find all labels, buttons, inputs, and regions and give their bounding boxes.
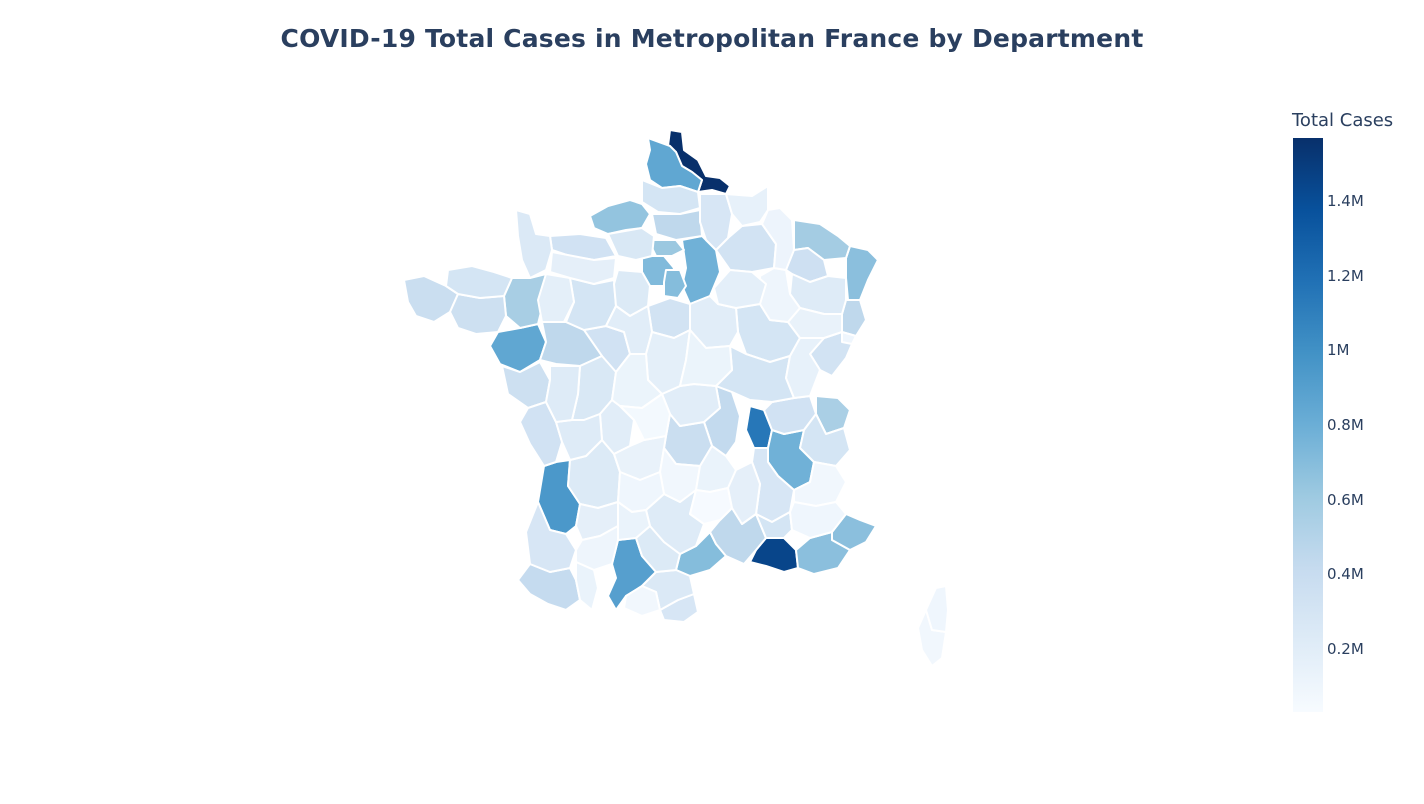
department-ari-ge[interactable]: Ariège: 80,000 [623,585,661,617]
department-haute-sa-ne[interactable]: Haute-Saône: 140,000 [787,307,843,339]
department-loz-re[interactable]: Lozère: 40,000 [689,487,733,525]
department-gers[interactable]: Gers: 100,000 [575,525,619,571]
department-charente[interactable]: Charente: 220,000 [555,413,603,461]
department-territoire-de-belfort[interactable]: Territoire de Belfort: 90,000 [841,331,857,345]
department-val-d-oise[interactable]: Val-d'Oise: 620,000 [647,239,685,257]
department-alpes-maritimes[interactable]: Alpes-Maritimes: 680,000 [831,513,877,551]
department-hautes-pyr-n-es[interactable]: Hautes-Pyrénées: 130,000 [575,561,599,611]
department-haute-corse[interactable]: Haute-Corse: 90,000 [925,585,949,633]
department-haut-rhin[interactable]: Haut-Rhin: 450,000 [841,299,867,337]
department-deux-s-vres[interactable]: Deux-Sèvres: 220,000 [545,365,581,423]
department-manche[interactable]: Manche: 250,000 [515,209,553,279]
colorbar-tick-label: 1M [1327,341,1350,360]
department-seine-maritime[interactable]: Seine-Maritime: 650,000 [589,199,651,235]
department-landes[interactable]: Landes: 280,000 [525,501,577,573]
department-aube[interactable]: Aube: 180,000 [713,269,767,309]
colorbar-tick-label: 0.6M [1327,490,1364,509]
department-orne[interactable]: Orne: 170,000 [549,251,617,285]
department-vend-e[interactable]: Vendée: 360,000 [501,361,551,409]
department-ardennes[interactable]: Ardennes: 150,000 [725,185,769,227]
colorbar-gradient [1293,138,1323,712]
colorbar-title: Total Cases [1292,110,1394,131]
chart-title: COVID-19 Total Cases in Metropolitan Fra… [280,24,1144,53]
department-essonne[interactable]: Essonne: 700,000 [663,269,687,299]
department-ni-vre[interactable]: Nièvre: 120,000 [679,329,733,387]
colorbar-tick-label: 0.4M [1327,565,1364,584]
department-creuse[interactable]: Creuse: 60,000 [619,393,671,441]
colorbar-tick-label: 1.4M [1327,192,1364,211]
department-c-tes-d-armor[interactable]: Côtes-d'Armor: 300,000 [445,265,513,299]
colorbar-tick-label: 1.2M [1327,266,1364,285]
department-morbihan[interactable]: Morbihan: 360,000 [449,293,507,335]
colorbar-tick-label: 0.8M [1327,416,1364,434]
france-choropleth-map[interactable]: Nord: 1,570,000Bouches-du-Rhône: 1,450,0… [380,110,980,690]
department-jura[interactable]: Jura: 150,000 [785,337,825,399]
colorbar-tick-label: 0.2M [1327,639,1364,658]
department-bas-rhin[interactable]: Bas-Rhin: 680,000 [845,245,879,301]
department-eure[interactable]: Eure: 260,000 [607,227,655,261]
department-savoie[interactable]: Savoie: 300,000 [799,413,851,467]
department-mayenne[interactable]: Mayenne: 180,000 [537,273,575,323]
department-alpes-de-haute-provence[interactable]: Alpes-de-Haute-Provence: 90,000 [789,501,847,539]
department-ard-che[interactable]: Ardèche: 170,000 [727,461,761,525]
department-meuse[interactable]: Meuse: 110,000 [761,207,795,271]
